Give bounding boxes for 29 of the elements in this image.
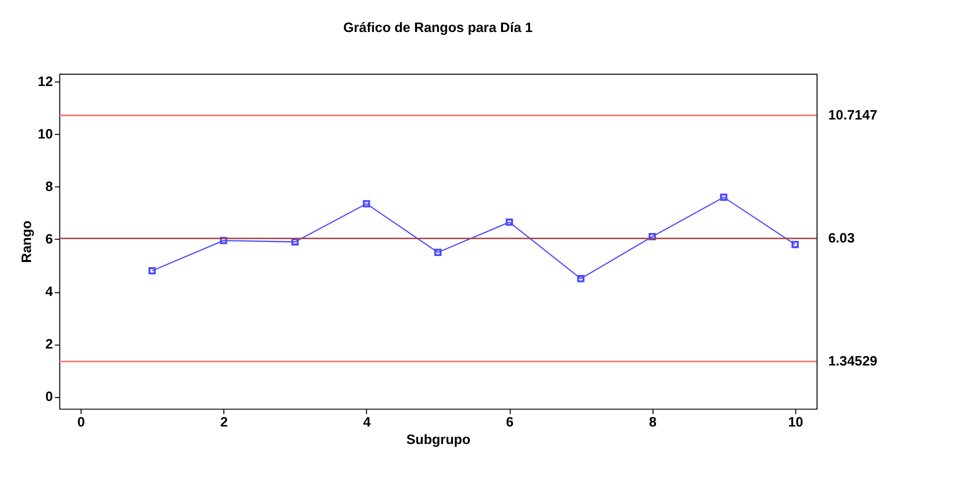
- chart-title: Gráfico de Rangos para Día 1: [343, 20, 534, 35]
- ref-line-label: 6.03: [828, 230, 856, 246]
- x-tick-label: 8: [648, 414, 657, 430]
- ref-line-label: 1.34529: [828, 353, 878, 368]
- y-tick-label: 6: [45, 232, 54, 247]
- y-tick-label: 2: [45, 336, 54, 352]
- y-tick-label: 4: [45, 284, 54, 300]
- x-tick-label: 4: [363, 414, 372, 430]
- y-tick-label: 0: [45, 389, 53, 404]
- point: [148, 267, 156, 274]
- ref-line-label: 10.7147: [828, 107, 878, 122]
- point: [220, 236, 228, 244]
- y-tick-label: 12: [38, 74, 54, 89]
- y-tick-label: 10: [38, 126, 53, 142]
- y-tick-label: 8: [45, 179, 54, 194]
- y-axis-title: Rango: [19, 220, 34, 263]
- point: [792, 240, 799, 248]
- x-tick-label: 2: [220, 414, 228, 430]
- point: [506, 218, 513, 226]
- x-tick-label: 0: [77, 414, 85, 430]
- x-tick-label: 6: [506, 414, 514, 430]
- point: [362, 200, 370, 208]
- x-tick-label: 10: [788, 414, 804, 430]
- point: [720, 194, 728, 201]
- point: [291, 238, 299, 246]
- point: [648, 232, 656, 240]
- point: [577, 275, 584, 282]
- point: [434, 248, 442, 256]
- x-axis-title: Subgrupo: [406, 432, 470, 448]
